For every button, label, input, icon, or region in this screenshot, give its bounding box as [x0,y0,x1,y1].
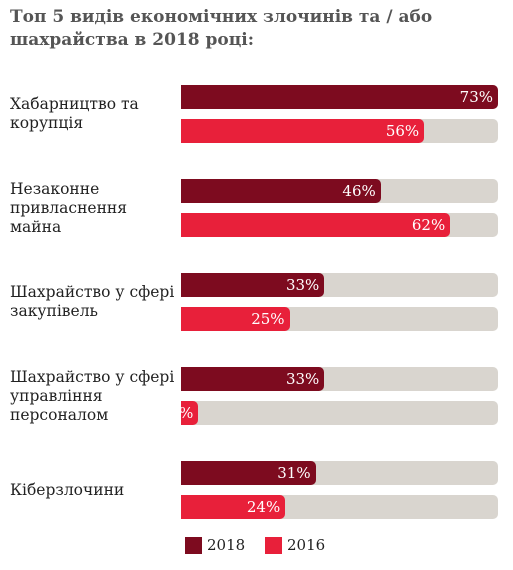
category-label: Шахрайство у сфері управління персоналом [10,367,175,424]
bar: 56% [181,119,425,143]
bar: 4% [170,401,199,425]
legend-label: 2016 [287,536,326,554]
value-label: 56% [385,122,420,140]
value-label: 24% [246,498,281,516]
bar-track [181,401,498,425]
chart-title: Топ 5 видів економічних злочинів та / аб… [10,7,433,50]
bar: 73% [181,85,498,109]
bar: 62% [181,213,451,237]
category-label: Кіберзлочини [10,480,125,499]
value-label: 33% [285,276,320,294]
value-label: 33% [285,370,320,388]
value-label: 25% [251,310,285,328]
bar: 31% [181,461,316,485]
bar: 25% [181,307,290,331]
value-label: 4% [169,404,194,422]
value-label: 46% [342,182,376,200]
category-label: Незаконне привласнення майна [10,179,128,236]
legend-swatch [265,537,282,554]
bar: 24% [181,495,286,519]
bar: 33% [181,367,325,391]
category-label: Шахрайство у сфері закупівель [10,283,175,320]
bar: 33% [181,273,325,297]
legend-swatch [185,537,202,554]
category-label: Хабарництво та корупція [10,95,139,132]
value-label: 31% [277,464,311,482]
legend-label: 2018 [207,536,246,554]
bar: 46% [181,179,381,203]
value-label: 62% [411,216,446,234]
value-label: 73% [459,88,493,106]
